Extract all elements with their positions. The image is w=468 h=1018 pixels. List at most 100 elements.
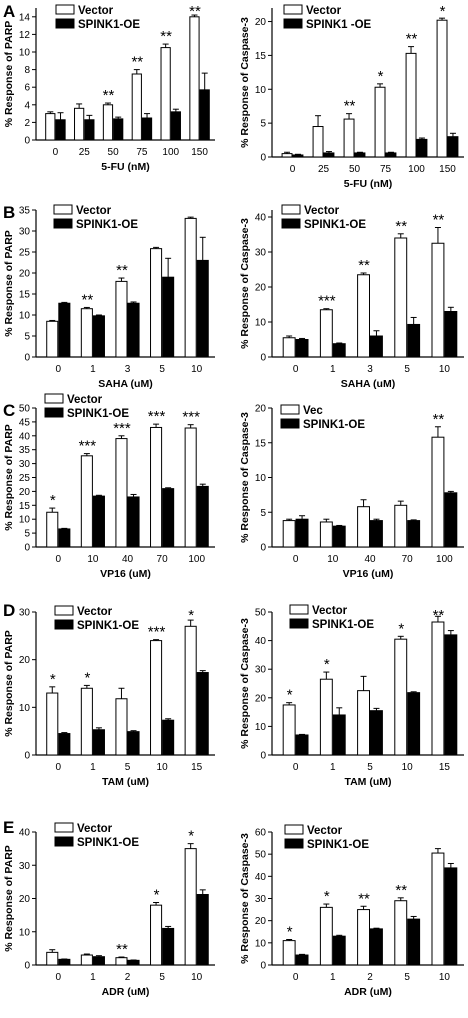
bar-vector <box>394 504 408 548</box>
significance-mark: *** <box>148 624 166 641</box>
legend-swatch-spink1-oe <box>44 407 64 418</box>
y-axis-label: % Response of Caspase-3 <box>239 17 251 148</box>
bar-spink1-oe <box>196 485 209 548</box>
y-tick-label: 0 <box>24 751 30 762</box>
y-tick-label: 30 <box>255 665 267 676</box>
bar-spink1-oe <box>162 276 175 358</box>
legend-swatch-spink1-oe <box>280 418 300 429</box>
bar-vector <box>431 621 445 756</box>
y-axis-label: % Response of PARP <box>3 21 15 128</box>
bar-vector <box>374 86 386 158</box>
significance-mark: ** <box>433 212 445 229</box>
bar-vector <box>131 73 142 141</box>
y-tick-label: 30 <box>19 227 31 238</box>
bar-spink1-oe <box>196 672 209 756</box>
y-tick-label: 40 <box>19 431 31 442</box>
x-tick-label: 10 <box>157 762 169 773</box>
y-tick-label: 10 <box>255 85 267 96</box>
y-tick-label: 30 <box>19 608 31 619</box>
legend-label-spink1-oe: SPINK1-OE <box>303 419 365 431</box>
y-tick-label: 0 <box>260 961 266 972</box>
bar-vector <box>184 427 197 548</box>
x-tick-label: 40 <box>364 554 376 565</box>
x-tick-label: 5 <box>159 972 165 983</box>
y-tick-label: 20 <box>19 894 31 905</box>
legend-swatch-vector <box>55 4 75 15</box>
bar-spink1-oe <box>407 692 421 756</box>
bar-spink1-oe <box>444 492 458 548</box>
significance-mark: * <box>287 924 293 941</box>
y-tick-label: 15 <box>255 51 267 62</box>
x-tick-label: 25 <box>318 164 330 175</box>
legend-swatch-vector <box>53 204 73 215</box>
bar-spink1-oe <box>92 495 105 548</box>
bar-spink1-oe <box>58 733 71 756</box>
significance-mark: * <box>378 68 384 85</box>
bar-vector <box>282 520 296 548</box>
chart-a-left: 0 2 4 6 8 10 12 14 % Response of PARP 0 25 50 ** 75 **… <box>3 3 215 173</box>
bar-vector <box>102 104 114 141</box>
x-tick-label: 0 <box>56 972 62 983</box>
x-axis-label: SAHA (uM) <box>98 378 152 390</box>
bar-vector <box>46 320 59 358</box>
chart-d-left: 0 10 20 30 % Response of PARP 0 * 1 * 5 10 *** 15 * TA… <box>3 605 215 788</box>
x-tick-label: 10 <box>402 762 414 773</box>
x-tick-label: 25 <box>79 147 91 158</box>
bar-vector <box>80 954 93 966</box>
bar-vector <box>357 506 371 548</box>
x-axis-label: ADR (uM) <box>344 986 392 998</box>
bar-spink1-oe <box>58 302 71 358</box>
bar-vector <box>80 687 93 756</box>
bar-spink1-oe <box>295 339 309 358</box>
y-tick-label: 30 <box>255 894 267 905</box>
significance-mark: ** <box>82 291 94 308</box>
y-tick-label: 4 <box>24 100 30 111</box>
significance-mark: ** <box>116 262 128 279</box>
significance-mark: * <box>188 828 194 845</box>
bar-vector <box>45 113 56 141</box>
panel-label-a: A <box>3 2 15 21</box>
x-tick-label: 100 <box>408 164 425 175</box>
bar-vector <box>436 19 448 158</box>
x-tick-label: 1 <box>90 364 96 375</box>
legend-swatch-spink1-oe <box>54 619 74 630</box>
bar-spink1-oe <box>292 154 304 158</box>
y-axis-label: % Response of PARP <box>3 424 15 531</box>
legend-label-spink1-oe: SPINK1 -OE <box>306 19 372 31</box>
bar-spink1-oe <box>407 918 421 966</box>
legend-swatch-spink1-oe <box>54 836 74 847</box>
bar-spink1-oe <box>407 323 421 358</box>
x-tick-label: 15 <box>191 762 203 773</box>
y-tick-label: 2 <box>24 118 30 129</box>
bar-spink1-oe <box>370 335 383 358</box>
legend-swatch-vector <box>284 824 304 835</box>
x-tick-label: 1 <box>330 972 336 983</box>
x-axis-label: TAM (uM) <box>102 776 149 788</box>
x-tick-label: 0 <box>293 554 299 565</box>
y-tick-label: 45 <box>19 417 31 428</box>
bar-vector <box>319 309 333 358</box>
bar-vector <box>184 217 197 358</box>
bar-vector <box>343 118 355 158</box>
panel-label-b: B <box>3 203 15 222</box>
y-axis-label: % Response of Caspase-3 <box>239 218 251 349</box>
x-axis-label: 5-FU (nM) <box>344 178 392 190</box>
y-tick-label: 12 <box>19 30 31 41</box>
legend-swatch-spink1-oe <box>284 838 304 849</box>
y-tick-label: 5 <box>24 332 30 343</box>
x-tick-label: 2 <box>125 972 131 983</box>
y-tick-label: 35 <box>19 206 31 217</box>
x-tick-label: 100 <box>188 554 205 565</box>
bar-vector <box>431 436 445 548</box>
significance-mark: *** <box>182 409 200 426</box>
y-tick-label: 20 <box>255 283 267 294</box>
x-tick-label: 0 <box>56 554 62 565</box>
bar-spink1-oe <box>370 710 383 756</box>
y-axis-label: % Response of PARP <box>3 845 15 952</box>
significance-mark: ** <box>189 3 201 20</box>
bar-spink1-oe <box>113 118 124 141</box>
x-tick-label: 100 <box>436 554 453 565</box>
panel-label-d: D <box>3 601 15 620</box>
bar-vector <box>150 426 163 548</box>
